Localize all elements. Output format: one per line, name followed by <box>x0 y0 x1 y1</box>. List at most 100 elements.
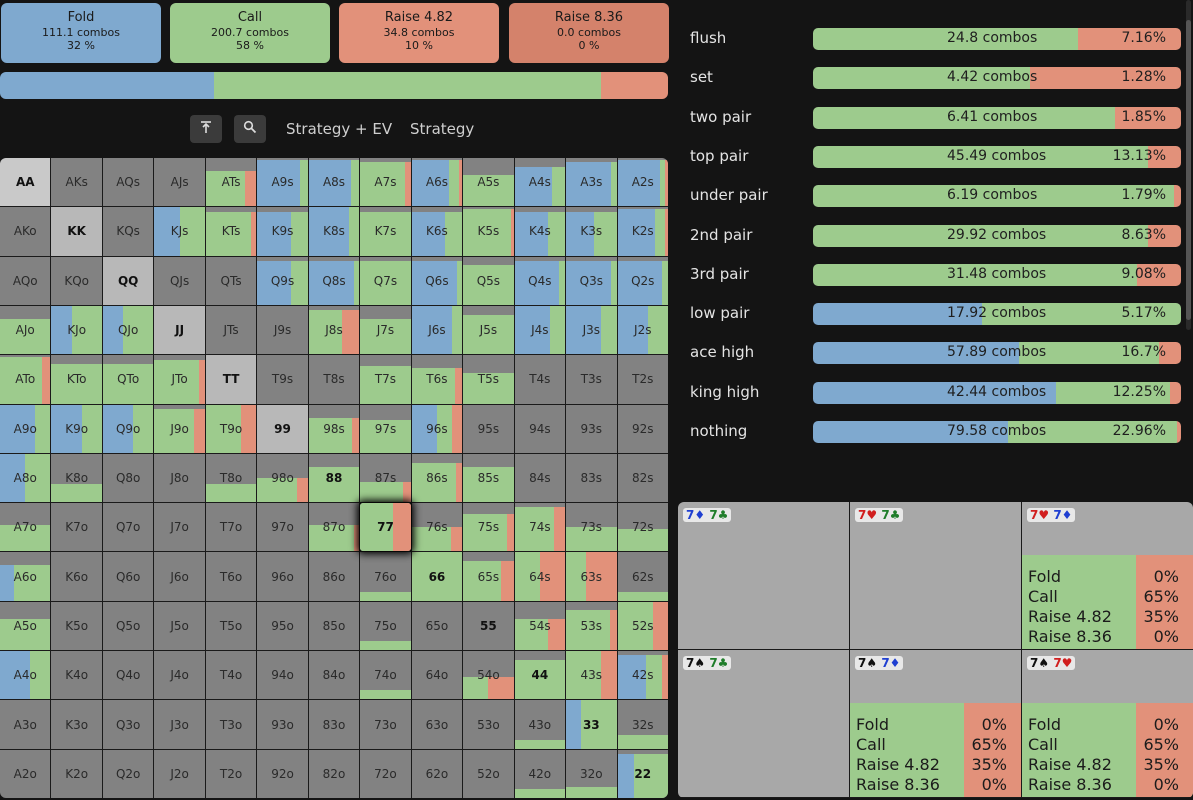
hand-cell-98o[interactable]: 98o <box>257 453 308 503</box>
hand-cell-85o[interactable]: 85o <box>308 601 360 651</box>
hand-cell-aqs[interactable]: AQs <box>102 158 154 207</box>
hand-cell-kjs[interactable]: KJs <box>154 207 205 256</box>
hand-cell-a3o[interactable]: A3o <box>0 700 51 749</box>
hand-cell-t6o[interactable]: T6o <box>205 552 257 601</box>
hand-cell-k5o[interactable]: K5o <box>51 601 102 651</box>
hand-cell-q4s[interactable]: Q4s <box>514 256 566 305</box>
hand-cell-82s[interactable]: 82s <box>617 453 668 503</box>
hand-cell-kjo[interactable]: KJo <box>51 305 102 355</box>
hand-cell-32o[interactable]: 32o <box>566 749 617 798</box>
hand-cell-tt[interactable]: TT <box>205 355 257 404</box>
hand-cell-77[interactable]: 77 <box>360 503 411 552</box>
hand-cell-q5s[interactable]: Q5s <box>463 256 514 305</box>
hand-cell-j5o[interactable]: J5o <box>154 601 205 651</box>
scroll-top-button[interactable] <box>190 115 222 143</box>
hand-cell-72o[interactable]: 72o <box>360 749 411 798</box>
hand-cell-k3s[interactable]: K3s <box>566 207 617 256</box>
hand-cell-q6o[interactable]: Q6o <box>102 552 154 601</box>
hand-cell-t7o[interactable]: T7o <box>205 503 257 552</box>
hand-cell-k4o[interactable]: K4o <box>51 651 102 700</box>
hand-cell-j8s[interactable]: J8s <box>308 305 360 355</box>
hand-cell-85s[interactable]: 85s <box>463 453 514 503</box>
hand-cell-53s[interactable]: 53s <box>566 601 617 651</box>
hand-cell-92s[interactable]: 92s <box>617 404 668 453</box>
action-card-call[interactable]: Call 200.7 combos 58 % <box>170 3 330 63</box>
hand-cell-a2s[interactable]: A2s <box>617 158 668 207</box>
hand-cell-54o[interactable]: 54o <box>463 651 514 700</box>
hand-cell-ajs[interactable]: AJs <box>154 158 205 207</box>
hand-cell-t3s[interactable]: T3s <box>566 355 617 404</box>
hand-cell-j9s[interactable]: J9s <box>257 305 308 355</box>
scrollbar[interactable] <box>1186 0 1191 330</box>
hand-cell-a5o[interactable]: A5o <box>0 601 51 651</box>
hand-cell-76s[interactable]: 76s <box>411 503 463 552</box>
hand-cell-k9s[interactable]: K9s <box>257 207 308 256</box>
hand-cell-t7s[interactable]: T7s <box>360 355 411 404</box>
hand-cell-q7s[interactable]: Q7s <box>360 256 411 305</box>
hand-cell-t2s[interactable]: T2s <box>617 355 668 404</box>
hand-cell-52o[interactable]: 52o <box>463 749 514 798</box>
hand-cell-44[interactable]: 44 <box>514 651 566 700</box>
hand-cell-55[interactable]: 55 <box>463 601 514 651</box>
hand-cell-87s[interactable]: 87s <box>360 453 411 503</box>
combo-cell[interactable]: 7♠ 7♦ Fold 0% Call 65% Raise 4.82 35% Raise 8.3… <box>850 650 1021 797</box>
hand-cell-jto[interactable]: JTo <box>154 355 205 404</box>
hand-cell-98s[interactable]: 98s <box>308 404 360 453</box>
hand-cell-73s[interactable]: 73s <box>566 503 617 552</box>
hand-cell-k3o[interactable]: K3o <box>51 700 102 749</box>
hand-cell-q8o[interactable]: Q8o <box>102 453 154 503</box>
hand-cell-q2s[interactable]: Q2s <box>617 256 668 305</box>
hand-cell-75o[interactable]: 75o <box>360 601 411 651</box>
hand-cell-97s[interactable]: 97s <box>360 404 411 453</box>
category-row[interactable]: under pair 6.19 combos 1.79% <box>690 185 1185 208</box>
hand-cell-66[interactable]: 66 <box>411 552 463 601</box>
hand-cell-k8o[interactable]: K8o <box>51 453 102 503</box>
hand-cell-t3o[interactable]: T3o <box>205 700 257 749</box>
combo-cell[interactable]: 7♥ 7♦ Fold 0% Call 65% Raise 4.82 35% Raise 8.3… <box>1022 502 1193 649</box>
hand-cell-88[interactable]: 88 <box>308 453 360 503</box>
hand-cell-k8s[interactable]: K8s <box>308 207 360 256</box>
category-row[interactable]: ace high 57.89 combos 16.7% <box>690 342 1185 365</box>
category-row[interactable]: flush 24.8 combos 7.16% <box>690 28 1185 50</box>
category-row[interactable]: 3rd pair 31.48 combos 9.08% <box>690 263 1185 286</box>
hand-cell-q3o[interactable]: Q3o <box>102 700 154 749</box>
hand-cell-q5o[interactable]: Q5o <box>102 601 154 651</box>
hand-cell-j3s[interactable]: J3s <box>566 305 617 355</box>
hand-cell-a4s[interactable]: A4s <box>514 158 566 207</box>
hand-cell-86s[interactable]: 86s <box>411 453 463 503</box>
hand-cell-aqo[interactable]: AQo <box>0 256 51 305</box>
combo-cell[interactable]: 7♥ 7♣ <box>850 502 1021 649</box>
category-row[interactable]: two pair 6.41 combos 1.85% <box>690 106 1185 129</box>
hand-cell-82o[interactable]: 82o <box>308 749 360 798</box>
hand-cell-t9s[interactable]: T9s <box>257 355 308 404</box>
hand-cell-87o[interactable]: 87o <box>308 503 360 552</box>
hand-cell-63s[interactable]: 63s <box>566 552 617 601</box>
category-row[interactable]: king high 42.44 combos 12.25% <box>690 381 1185 404</box>
hand-cell-q9o[interactable]: Q9o <box>102 404 154 453</box>
hand-cell-t8o[interactable]: T8o <box>205 453 257 503</box>
action-card-raise-big[interactable]: Raise 8.36 0.0 combos 0 % <box>509 3 669 63</box>
hand-cell-kts[interactable]: KTs <box>205 207 257 256</box>
hand-cell-86o[interactable]: 86o <box>308 552 360 601</box>
hand-cell-qts[interactable]: QTs <box>205 256 257 305</box>
hand-cell-aa[interactable]: AA <box>0 158 51 207</box>
hand-cell-42s[interactable]: 42s <box>617 651 668 700</box>
hand-cell-65o[interactable]: 65o <box>411 601 463 651</box>
hand-cell-q4o[interactable]: Q4o <box>102 651 154 700</box>
hand-cell-qjo[interactable]: QJo <box>102 305 154 355</box>
hand-cell-t6s[interactable]: T6s <box>411 355 463 404</box>
hand-cell-j4s[interactable]: J4s <box>514 305 566 355</box>
hand-cell-ako[interactable]: AKo <box>0 207 51 256</box>
hand-cell-aks[interactable]: AKs <box>51 158 102 207</box>
hand-cell-kk[interactable]: KK <box>51 207 102 256</box>
hand-cell-q9s[interactable]: Q9s <box>257 256 308 305</box>
combo-cell[interactable]: 7♠ 7♣ <box>678 650 849 797</box>
hand-cell-j6o[interactable]: J6o <box>154 552 205 601</box>
hand-cell-a3s[interactable]: A3s <box>566 158 617 207</box>
hand-cell-83s[interactable]: 83s <box>566 453 617 503</box>
hand-cell-jts[interactable]: JTs <box>205 305 257 355</box>
hand-cell-a4o[interactable]: A4o <box>0 651 51 700</box>
hand-cell-84o[interactable]: 84o <box>308 651 360 700</box>
category-row[interactable]: top pair 45.49 combos 13.13% <box>690 145 1185 168</box>
hand-cell-k6o[interactable]: K6o <box>51 552 102 601</box>
